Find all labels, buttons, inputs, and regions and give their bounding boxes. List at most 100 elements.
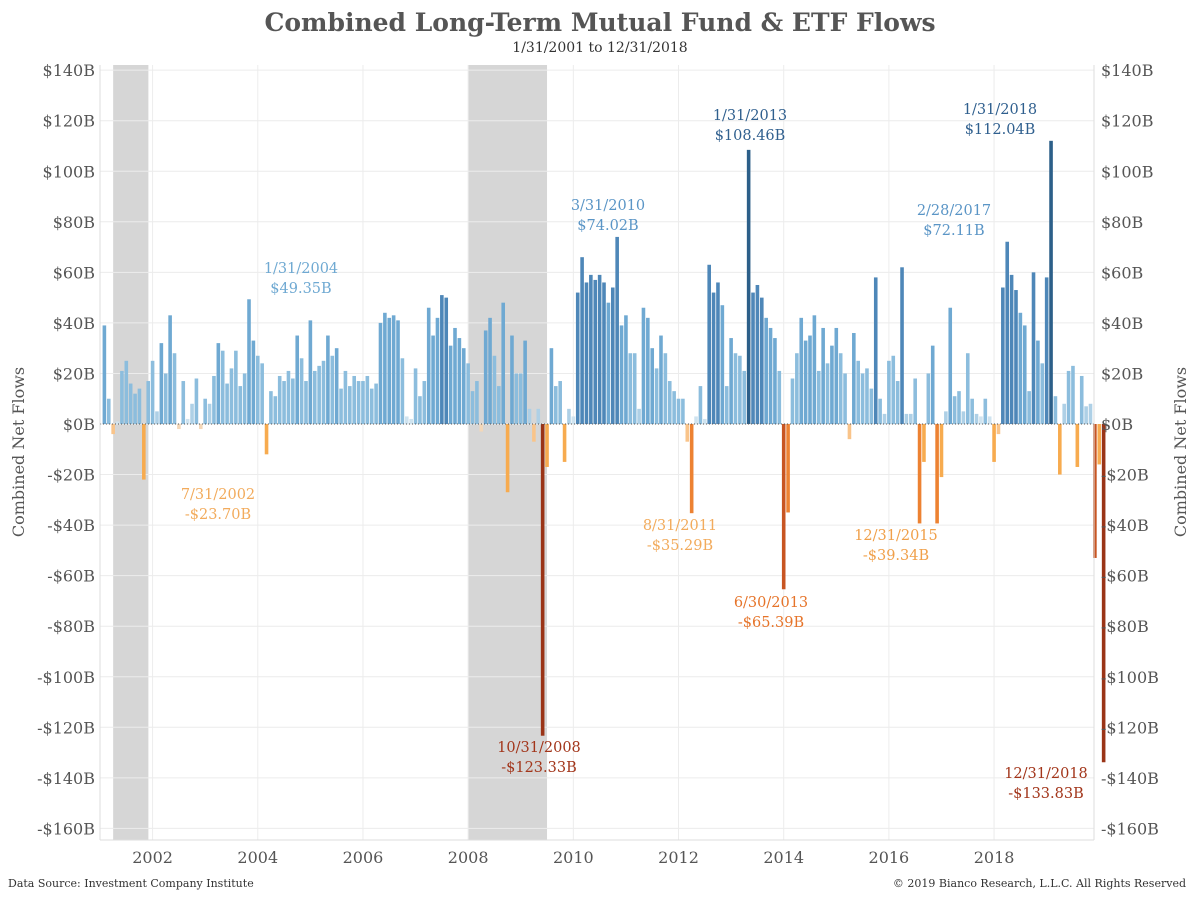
bar <box>190 403 194 424</box>
bar <box>106 398 111 424</box>
bar <box>330 355 335 424</box>
bar <box>150 360 155 424</box>
y-axis-title-left: Combined Net Flows <box>9 367 28 537</box>
bar <box>930 345 935 424</box>
bar <box>426 307 431 424</box>
bar <box>606 302 611 424</box>
y-tick-label-left: -$140B <box>37 769 95 788</box>
bar <box>799 317 804 424</box>
bar <box>777 370 782 424</box>
bar <box>1075 424 1080 467</box>
y-tick-label-right: $0B <box>1101 415 1133 434</box>
bar <box>974 413 979 424</box>
bar <box>878 398 882 424</box>
bar <box>291 378 295 424</box>
y-tick-label-left: $20B <box>53 364 95 383</box>
bar <box>768 327 773 424</box>
bar <box>527 408 532 424</box>
bar <box>396 320 400 424</box>
bar <box>391 315 396 424</box>
bar <box>1040 363 1045 424</box>
bar <box>571 416 576 424</box>
bar <box>624 315 628 424</box>
bar <box>124 360 129 424</box>
bar <box>466 363 470 424</box>
bar <box>308 320 313 424</box>
bar <box>900 267 904 424</box>
chart-subtitle: 1/31/2001 to 12/31/2018 <box>512 40 688 56</box>
bar <box>1066 370 1071 424</box>
y-tick-label-left: $80B <box>53 213 95 232</box>
y-tick-label-left: -$80B <box>47 617 95 636</box>
annotation-date: 1/31/2013 <box>713 108 787 124</box>
bar <box>102 325 107 424</box>
bar <box>895 381 900 424</box>
annotation-value: -$123.33B <box>501 760 577 776</box>
bar <box>365 375 370 424</box>
bar <box>1093 424 1097 558</box>
gridlines <box>100 65 1094 840</box>
bar <box>816 370 821 424</box>
bar <box>965 353 970 424</box>
bar <box>589 274 593 424</box>
bar <box>852 333 856 424</box>
bar <box>181 381 186 424</box>
x-axis: 2002 2004 2006 2008 2010 2012 2014 2016 2018 <box>132 848 1014 867</box>
bar <box>632 353 637 424</box>
bar <box>234 350 238 424</box>
bar <box>786 424 790 513</box>
bar <box>321 360 326 424</box>
bar <box>545 424 549 467</box>
y-tick-label-left: -$100B <box>37 668 95 687</box>
y-tick-label-right: -$160B <box>1101 819 1159 838</box>
bar <box>247 299 251 424</box>
bar <box>1079 375 1084 424</box>
annotation-value: $72.11B <box>923 223 984 239</box>
bar <box>707 264 711 424</box>
bar <box>1001 287 1005 424</box>
bar <box>304 381 308 424</box>
bar <box>847 424 852 440</box>
bar <box>207 403 212 424</box>
bar <box>584 282 589 424</box>
bar <box>716 282 720 424</box>
bar <box>312 370 317 424</box>
bar <box>1044 277 1049 424</box>
y-tick-label-right: $120B <box>1101 112 1153 131</box>
annotation-value: $49.35B <box>270 281 331 297</box>
bar <box>733 353 738 424</box>
bar <box>299 358 304 424</box>
bar <box>580 257 584 424</box>
annotation-date: 12/31/2018 <box>1004 766 1088 782</box>
bar <box>225 383 229 424</box>
y-tick-label-left: $0B <box>63 415 95 434</box>
bar <box>111 424 115 435</box>
y-axis-left: $140B $120B $100B $80B $60B $40B $20B $0B -$20B -… <box>37 61 95 838</box>
bar <box>738 355 742 424</box>
bar <box>400 358 405 424</box>
bar <box>672 391 676 424</box>
bar <box>185 418 190 424</box>
bar <box>255 355 260 424</box>
bar <box>987 416 992 424</box>
y-tick-label-right: -$40B <box>1101 516 1149 535</box>
annotation-value: -$23.70B <box>185 507 251 523</box>
bar <box>926 373 931 424</box>
bar <box>860 373 865 424</box>
y-tick-label-left: -$120B <box>37 718 95 737</box>
bar <box>264 424 269 455</box>
bar <box>199 424 203 430</box>
bar <box>764 317 768 424</box>
bar <box>742 370 747 424</box>
y-axis-title-right: Combined Net Flows <box>1171 367 1190 537</box>
bar <box>1005 241 1010 424</box>
bar <box>418 396 422 424</box>
annotation-date: 6/30/2013 <box>734 595 808 611</box>
bar <box>654 368 659 424</box>
bar <box>479 424 484 432</box>
bar <box>1071 365 1075 424</box>
bar <box>343 370 348 424</box>
x-tick-label: 2008 <box>448 848 489 867</box>
bar <box>378 322 383 424</box>
